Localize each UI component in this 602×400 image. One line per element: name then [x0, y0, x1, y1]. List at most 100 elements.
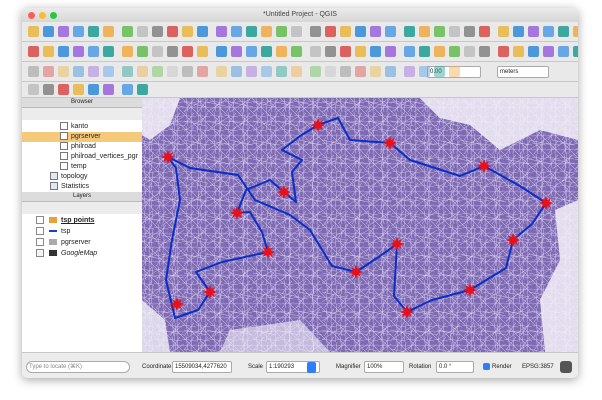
locator[interactable]: Type to locate (⌘K)	[26, 361, 130, 373]
toolbar-button[interactable]	[58, 46, 69, 57]
toolbar-button[interactable]	[137, 26, 148, 37]
toolbar-button[interactable]	[182, 66, 193, 77]
toolbar-button[interactable]	[28, 26, 39, 37]
toolbar-button[interactable]	[43, 84, 54, 95]
toolbar-button[interactable]	[28, 84, 39, 95]
layer-item[interactable]: tsp	[22, 227, 154, 237]
toolbar-button[interactable]	[122, 84, 133, 95]
browser-item[interactable]: topology	[22, 172, 142, 182]
toolbar-button[interactable]	[231, 66, 242, 77]
toolbar-button[interactable]	[276, 66, 287, 77]
toolbar-button[interactable]	[370, 26, 381, 37]
crs-label[interactable]: EPSG:3857	[522, 364, 554, 370]
toolbar-button[interactable]	[385, 46, 396, 57]
toolbar-button[interactable]	[88, 46, 99, 57]
browser-item[interactable]: temp	[22, 162, 142, 172]
toolbar-button[interactable]	[310, 46, 321, 57]
toolbar-button[interactable]	[419, 66, 430, 77]
toolbar-button[interactable]	[419, 26, 430, 37]
toolbar-button[interactable]	[513, 46, 524, 57]
toolbar-button[interactable]	[88, 84, 99, 95]
toolbar-button[interactable]	[385, 66, 396, 77]
toolbar-button[interactable]	[464, 46, 475, 57]
toolbar-button[interactable]	[73, 26, 84, 37]
toolbar-button[interactable]	[370, 46, 381, 57]
browser-item[interactable]: Statistics	[22, 182, 142, 192]
layer-checkbox[interactable]	[36, 238, 44, 247]
toolbar-button[interactable]	[276, 26, 287, 37]
rotation-field[interactable]: 0.0 °	[436, 361, 474, 373]
toolbar-button[interactable]	[479, 26, 490, 37]
toolbar-button[interactable]	[103, 46, 114, 57]
toolbar-button[interactable]	[449, 66, 460, 77]
render-checkbox[interactable]	[483, 363, 490, 370]
toolbar-button[interactable]	[558, 26, 569, 37]
toolbar-button[interactable]	[246, 66, 257, 77]
toolbar-button[interactable]	[528, 46, 539, 57]
toolbar-button[interactable]	[122, 66, 133, 77]
toolbar-button[interactable]	[137, 66, 148, 77]
toolbar-button[interactable]	[246, 26, 257, 37]
toolbar-button[interactable]	[434, 46, 445, 57]
toolbar-button[interactable]	[310, 26, 321, 37]
scale-dropdown[interactable]	[307, 362, 316, 373]
toolbar-button[interactable]	[261, 66, 272, 77]
layer-checkbox[interactable]	[36, 227, 44, 236]
toolbar-button[interactable]	[152, 46, 163, 57]
browser-item[interactable]: kanto	[22, 122, 142, 132]
toolbar-button[interactable]	[122, 26, 133, 37]
toolbar-button[interactable]	[182, 46, 193, 57]
toolbar-button[interactable]	[88, 26, 99, 37]
toolbar-button[interactable]	[197, 46, 208, 57]
toolbar-button[interactable]	[58, 66, 69, 77]
coordinate-field[interactable]: 15509034,4277620	[172, 361, 232, 373]
toolbar-button[interactable]	[543, 46, 554, 57]
toolbar-button[interactable]	[216, 46, 227, 57]
toolbar-button[interactable]	[449, 26, 460, 37]
toolbar-button[interactable]	[479, 46, 490, 57]
toolbar-button[interactable]	[73, 46, 84, 57]
toolbar-button[interactable]	[216, 66, 227, 77]
toolbar-button[interactable]	[43, 46, 54, 57]
toolbar-button[interactable]	[58, 26, 69, 37]
toolbar-button[interactable]	[355, 66, 366, 77]
layer-checkbox[interactable]	[36, 249, 44, 258]
toolbar-button[interactable]	[340, 66, 351, 77]
toolbar-button[interactable]	[103, 26, 114, 37]
toolbar-button[interactable]	[513, 26, 524, 37]
zoom-button[interactable]	[50, 12, 57, 19]
toolbar-button[interactable]	[404, 46, 415, 57]
toolbar-button[interactable]	[261, 46, 272, 57]
toolbar-button[interactable]	[404, 66, 415, 77]
toolbar-button[interactable]	[197, 66, 208, 77]
toolbar-button[interactable]	[167, 46, 178, 57]
layer-item[interactable]: tsp points	[22, 216, 154, 226]
toolbar-button[interactable]	[261, 26, 272, 37]
toolbar-button[interactable]	[449, 46, 460, 57]
toolbar-button[interactable]	[152, 66, 163, 77]
magnifier-field[interactable]: 100%	[364, 361, 404, 373]
map-canvas[interactable]	[142, 98, 578, 352]
toolbar-button[interactable]	[370, 66, 381, 77]
toolbar-button[interactable]	[355, 26, 366, 37]
units-select[interactable]: meters	[497, 66, 549, 78]
browser-item[interactable]: philroad_vertices_pgr	[22, 152, 142, 162]
toolbar-button[interactable]	[58, 84, 69, 95]
toolbar-button[interactable]	[152, 26, 163, 37]
toolbar-button[interactable]	[291, 46, 302, 57]
scale-field[interactable]: 1:190293	[266, 361, 320, 373]
toolbar-button[interactable]	[43, 66, 54, 77]
toolbar-button[interactable]	[498, 26, 509, 37]
toolbar-button[interactable]	[276, 46, 287, 57]
toolbar-button[interactable]	[325, 46, 336, 57]
toolbar-button[interactable]	[182, 26, 193, 37]
messages-button[interactable]	[560, 361, 572, 373]
browser-item[interactable]: pgrserver	[22, 132, 142, 142]
toolbar-button[interactable]	[573, 46, 578, 57]
toolbar-button[interactable]	[528, 26, 539, 37]
layer-item[interactable]: GoogleMap	[22, 249, 154, 259]
toolbar-button[interactable]	[103, 66, 114, 77]
layer-item[interactable]: pgrserver	[22, 238, 154, 248]
toolbar-button[interactable]	[464, 26, 475, 37]
toolbar-button[interactable]	[88, 66, 99, 77]
